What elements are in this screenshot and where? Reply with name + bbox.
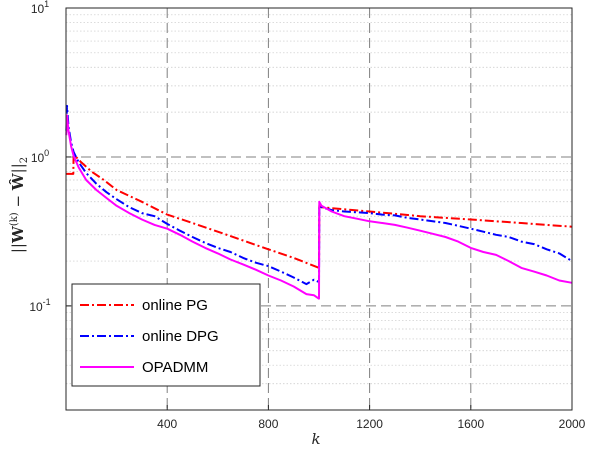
- y-label-superscript: (k): [9, 212, 20, 226]
- series-line-online-dpg: [65, 104, 573, 286]
- y-tick-exponent: -1: [43, 297, 51, 307]
- x-tick-label: 800: [258, 417, 278, 431]
- legend-label: online DPG: [142, 328, 219, 345]
- series-line-online-pg: [66, 154, 573, 269]
- x-tick-labels: 400 800 1200 1600 2000: [157, 417, 585, 431]
- y-label-close-norm: ||: [9, 163, 27, 173]
- x-axis-label: k: [311, 430, 320, 448]
- y-tick-exponent: 1: [44, 0, 49, 9]
- y-tick-exponent: 0: [44, 148, 49, 158]
- y-label-open-norm: ||: [9, 243, 27, 253]
- legend: online PG online DPG OPADMM: [71, 283, 261, 387]
- y-tick-base: 10: [31, 151, 45, 165]
- y-label-bold-w: W: [9, 225, 27, 244]
- x-tick-label: 2000: [559, 417, 586, 431]
- y-tick-label: 101: [31, 0, 49, 16]
- x-tick-label: 1200: [356, 417, 383, 431]
- y-label-minus: −: [9, 190, 27, 212]
- y-tick-base: 10: [29, 300, 43, 314]
- y-axis-label: ||W(k) − Ŵ||2: [9, 157, 30, 253]
- y-label-subscript: 2: [19, 157, 30, 163]
- series-line-opadmm: [65, 114, 573, 300]
- legend-label: OPADMM: [142, 359, 208, 376]
- y-tick-base: 10: [31, 2, 45, 16]
- y-label-hat-w: Ŵ: [9, 172, 27, 191]
- tick-marks: [66, 7, 573, 410]
- legend-label: online PG: [142, 297, 208, 314]
- y-tick-label: 100: [31, 148, 49, 165]
- y-tick-label: 10-1: [29, 297, 50, 314]
- series-layer: [65, 104, 573, 300]
- svg-text:||W(k) − Ŵ||2: ||W(k) − Ŵ||2: [9, 157, 30, 253]
- x-tick-label: 400: [157, 417, 177, 431]
- axes-box: [65, 7, 573, 411]
- x-tick-label: 1600: [457, 417, 484, 431]
